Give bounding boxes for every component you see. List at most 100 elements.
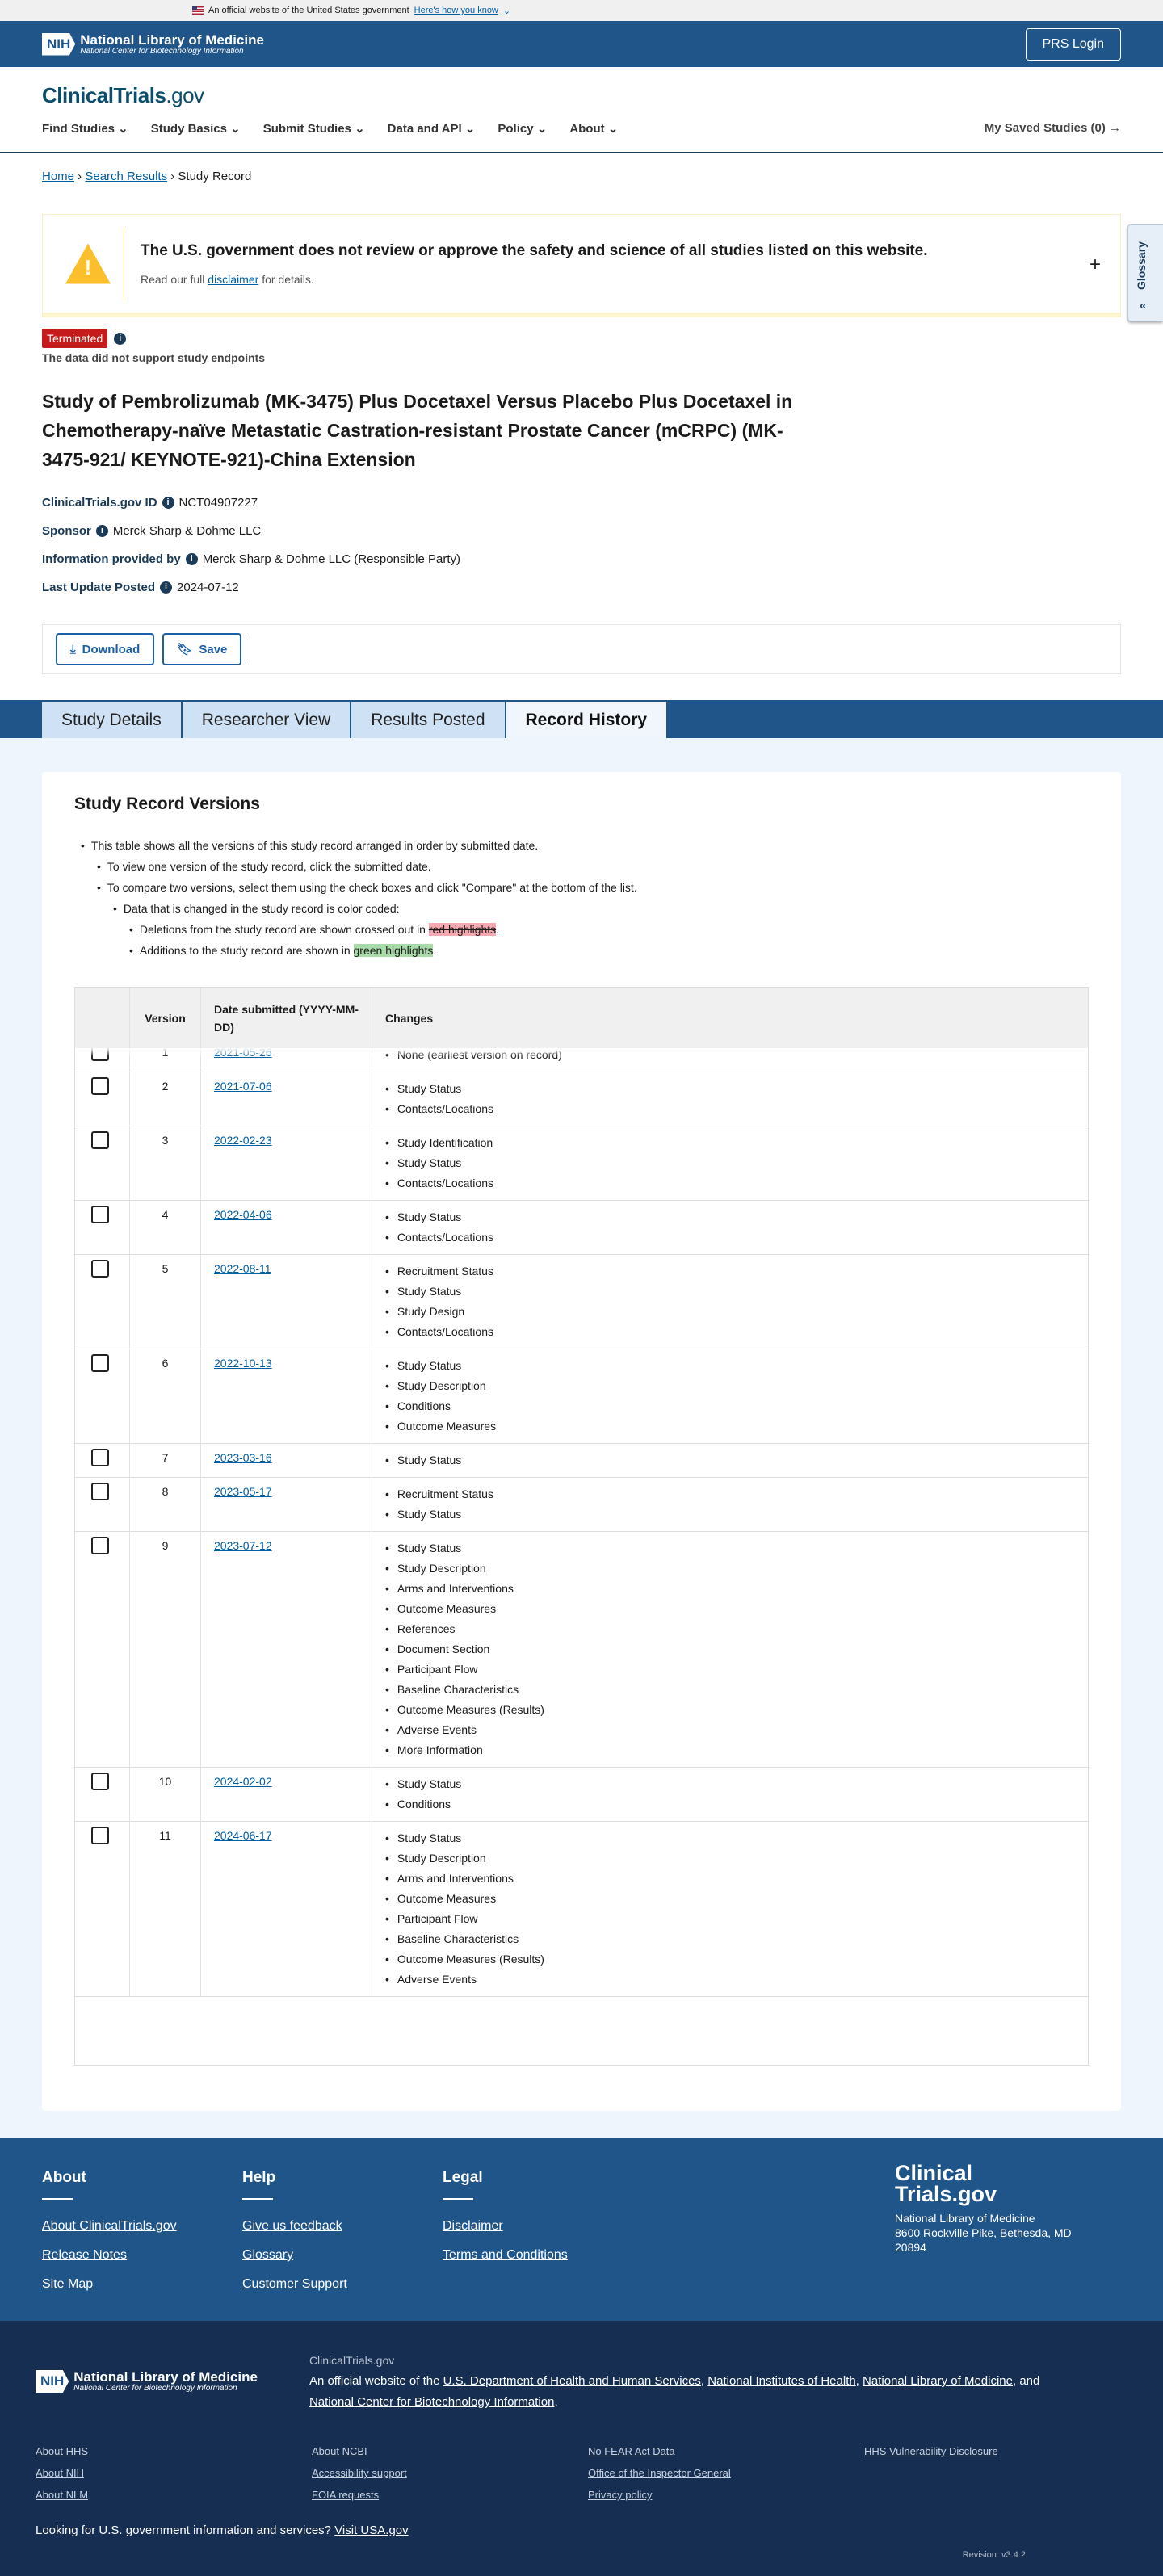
nih-link[interactable]: National Institutes of Health bbox=[707, 2374, 856, 2388]
version-number: 8 bbox=[130, 1478, 201, 1531]
usa-gov-link[interactable]: Visit USA.gov bbox=[334, 2524, 409, 2537]
footer-link[interactable]: FOIA requests bbox=[312, 2489, 380, 2501]
info-icon[interactable]: i bbox=[160, 581, 173, 594]
tab-researcher-view[interactable]: Researcher View bbox=[182, 702, 352, 738]
nlm-logo[interactable]: NIH National Library of Medicine National… bbox=[42, 32, 264, 56]
footer-link[interactable]: Customer Support bbox=[242, 2277, 347, 2291]
download-button[interactable]: ⤓ Download bbox=[56, 633, 155, 665]
hhs-link[interactable]: U.S. Department of Health and Human Serv… bbox=[443, 2374, 701, 2388]
nav-find-studies[interactable]: Find Studies ⌄ bbox=[42, 122, 128, 136]
footer-link[interactable]: Give us feedback bbox=[242, 2219, 342, 2233]
footer-link[interactable]: No FEAR Act Data bbox=[588, 2445, 675, 2457]
expand-plus-icon[interactable]: + bbox=[1089, 254, 1101, 275]
tab-record-history[interactable]: Record History bbox=[506, 702, 669, 738]
version-date-link[interactable]: 2024-02-02 bbox=[214, 1775, 272, 1788]
footer-link[interactable]: About NLM bbox=[36, 2489, 89, 2501]
tab-study-details[interactable]: Study Details bbox=[42, 702, 183, 738]
footer-link[interactable]: Glossary bbox=[242, 2248, 294, 2262]
changes-list: Study StatusStudy DescriptionConditionsO… bbox=[385, 1356, 1088, 1437]
nav-study-basics[interactable]: Study Basics ⌄ bbox=[150, 122, 241, 136]
brand-suffix: .gov bbox=[166, 83, 204, 107]
changes-list: Study StatusContacts/Locations bbox=[385, 1079, 1088, 1119]
nlm-link[interactable]: National Library of Medicine bbox=[863, 2374, 1013, 2388]
nav-submit-studies[interactable]: Submit Studies ⌄ bbox=[262, 122, 365, 136]
footer-secondary: NIH National Library of Medicine National … bbox=[0, 2321, 1163, 2576]
version-checkbox[interactable] bbox=[91, 1206, 109, 1223]
versions-heading: Study Record Versions bbox=[74, 795, 260, 813]
change-item: Study Status bbox=[385, 1774, 1088, 1794]
info-icon[interactable]: i bbox=[162, 497, 174, 509]
footer-link[interactable]: About ClinicalTrials.gov bbox=[42, 2219, 177, 2233]
version-date-link[interactable]: 2021-07-06 bbox=[214, 1080, 272, 1093]
version-checkbox[interactable] bbox=[91, 1449, 109, 1466]
prs-login-button[interactable]: PRS Login bbox=[1025, 27, 1121, 61]
footer-link[interactable]: Office of the Inspector General bbox=[588, 2467, 731, 2479]
change-item: Study Status bbox=[385, 1207, 1088, 1227]
breadcrumb-home[interactable]: Home bbox=[42, 170, 75, 183]
version-checkbox[interactable] bbox=[91, 1260, 109, 1278]
version-date-link[interactable]: 2024-06-17 bbox=[214, 1829, 272, 1842]
footer-link[interactable]: About NIH bbox=[36, 2467, 84, 2479]
info-icon[interactable]: i bbox=[114, 332, 127, 345]
breadcrumb-search-results[interactable]: Search Results bbox=[85, 170, 168, 183]
nav-policy[interactable]: Policy ⌄ bbox=[498, 122, 548, 136]
version-checkbox[interactable] bbox=[91, 1483, 109, 1500]
change-item: Arms and Interventions bbox=[385, 1579, 1088, 1599]
footer-link[interactable]: Privacy policy bbox=[588, 2489, 653, 2501]
instructions-list: This table shows all the versions of thi… bbox=[74, 835, 1089, 961]
version-checkbox[interactable] bbox=[91, 1354, 109, 1372]
footer-link[interactable]: Release Notes bbox=[42, 2248, 127, 2262]
version-date-link[interactable]: 2023-05-17 bbox=[214, 1485, 272, 1498]
footer-link[interactable]: Terms and Conditions bbox=[443, 2248, 568, 2262]
glossary-toggle[interactable]: Glossary « bbox=[1127, 224, 1163, 321]
brand-main: ClinicalTrials bbox=[42, 83, 166, 107]
version-date-link[interactable]: 2023-07-12 bbox=[214, 1539, 272, 1552]
version-date-link[interactable]: 2022-02-23 bbox=[214, 1134, 272, 1147]
footer-link[interactable]: Disclaimer bbox=[443, 2219, 503, 2233]
disclaimer-link[interactable]: disclaimer bbox=[208, 272, 259, 286]
how-you-know-link[interactable]: Here's how you know bbox=[414, 6, 498, 15]
version-date-link[interactable]: 2021-05-26 bbox=[214, 1046, 272, 1059]
footer-link[interactable]: About NCBI bbox=[312, 2445, 367, 2457]
version-checkbox[interactable] bbox=[91, 1131, 109, 1149]
version-date-link[interactable]: 2022-04-06 bbox=[214, 1208, 272, 1221]
footer-link[interactable]: Accessibility support bbox=[312, 2467, 407, 2479]
version-date-link[interactable]: 2022-10-13 bbox=[214, 1357, 272, 1370]
footer-link[interactable]: HHS Vulnerability Disclosure bbox=[864, 2445, 998, 2457]
version-checkbox[interactable] bbox=[91, 1827, 109, 1844]
version-number: 11 bbox=[130, 1822, 201, 1996]
version-number: 5 bbox=[130, 1255, 201, 1349]
version-checkbox[interactable] bbox=[91, 1773, 109, 1790]
green-highlight-sample: green highlights bbox=[353, 944, 434, 957]
footer-site-name: ClinicalTrials.gov bbox=[309, 2354, 395, 2367]
version-date-link[interactable]: 2022-08-11 bbox=[214, 1262, 271, 1275]
save-button[interactable]: 🔖︎ Save bbox=[162, 633, 242, 665]
version-date-link[interactable]: 2023-03-16 bbox=[214, 1451, 272, 1464]
change-item: Conditions bbox=[385, 1396, 1088, 1416]
info-icon[interactable]: i bbox=[95, 525, 108, 537]
footer-link[interactable]: About HHS bbox=[36, 2445, 89, 2457]
nav-about[interactable]: About ⌄ bbox=[569, 122, 619, 136]
footer-primary: About About ClinicalTrials.gov Release Not… bbox=[0, 2138, 1163, 2321]
table-header: Version Date submitted (YYYY-MM-DD) Chan… bbox=[75, 988, 1088, 1048]
change-item: Study Design bbox=[385, 1302, 1088, 1322]
change-item: None (earliest version on record) bbox=[385, 1045, 1088, 1065]
change-item: Participant Flow bbox=[385, 1909, 1088, 1929]
study-title: Study of Pembrolizumab (MK-3475) Plus Do… bbox=[42, 391, 793, 470]
version-number: 10 bbox=[130, 1768, 201, 1821]
nav-data-api[interactable]: Data and API ⌄ bbox=[387, 122, 476, 136]
versions-table[interactable]: Version Date submitted (YYYY-MM-DD) Chan… bbox=[74, 987, 1089, 2066]
footer-link[interactable]: Site Map bbox=[42, 2277, 94, 2291]
nlm-footer-logo[interactable]: NIH National Library of Medicine National … bbox=[36, 2350, 258, 2413]
change-item: Study Description bbox=[385, 1848, 1088, 1869]
usa-gov-line: Looking for U.S. government information … bbox=[36, 2524, 409, 2537]
my-saved-studies-link[interactable]: My Saved Studies (0) → bbox=[984, 121, 1121, 135]
version-checkbox[interactable] bbox=[91, 1537, 109, 1554]
breadcrumb: Home › Search Results › Study Record bbox=[42, 170, 252, 183]
clinicaltrials-logo[interactable]: ClinicalTrials.gov bbox=[0, 67, 1163, 108]
tab-results-posted[interactable]: Results Posted bbox=[351, 702, 506, 738]
version-checkbox[interactable] bbox=[91, 1077, 109, 1095]
ncbi-link[interactable]: National Center for Biotechnology Inform… bbox=[309, 2395, 555, 2409]
info-icon[interactable]: i bbox=[185, 553, 198, 565]
change-item: Arms and Interventions bbox=[385, 1869, 1088, 1889]
